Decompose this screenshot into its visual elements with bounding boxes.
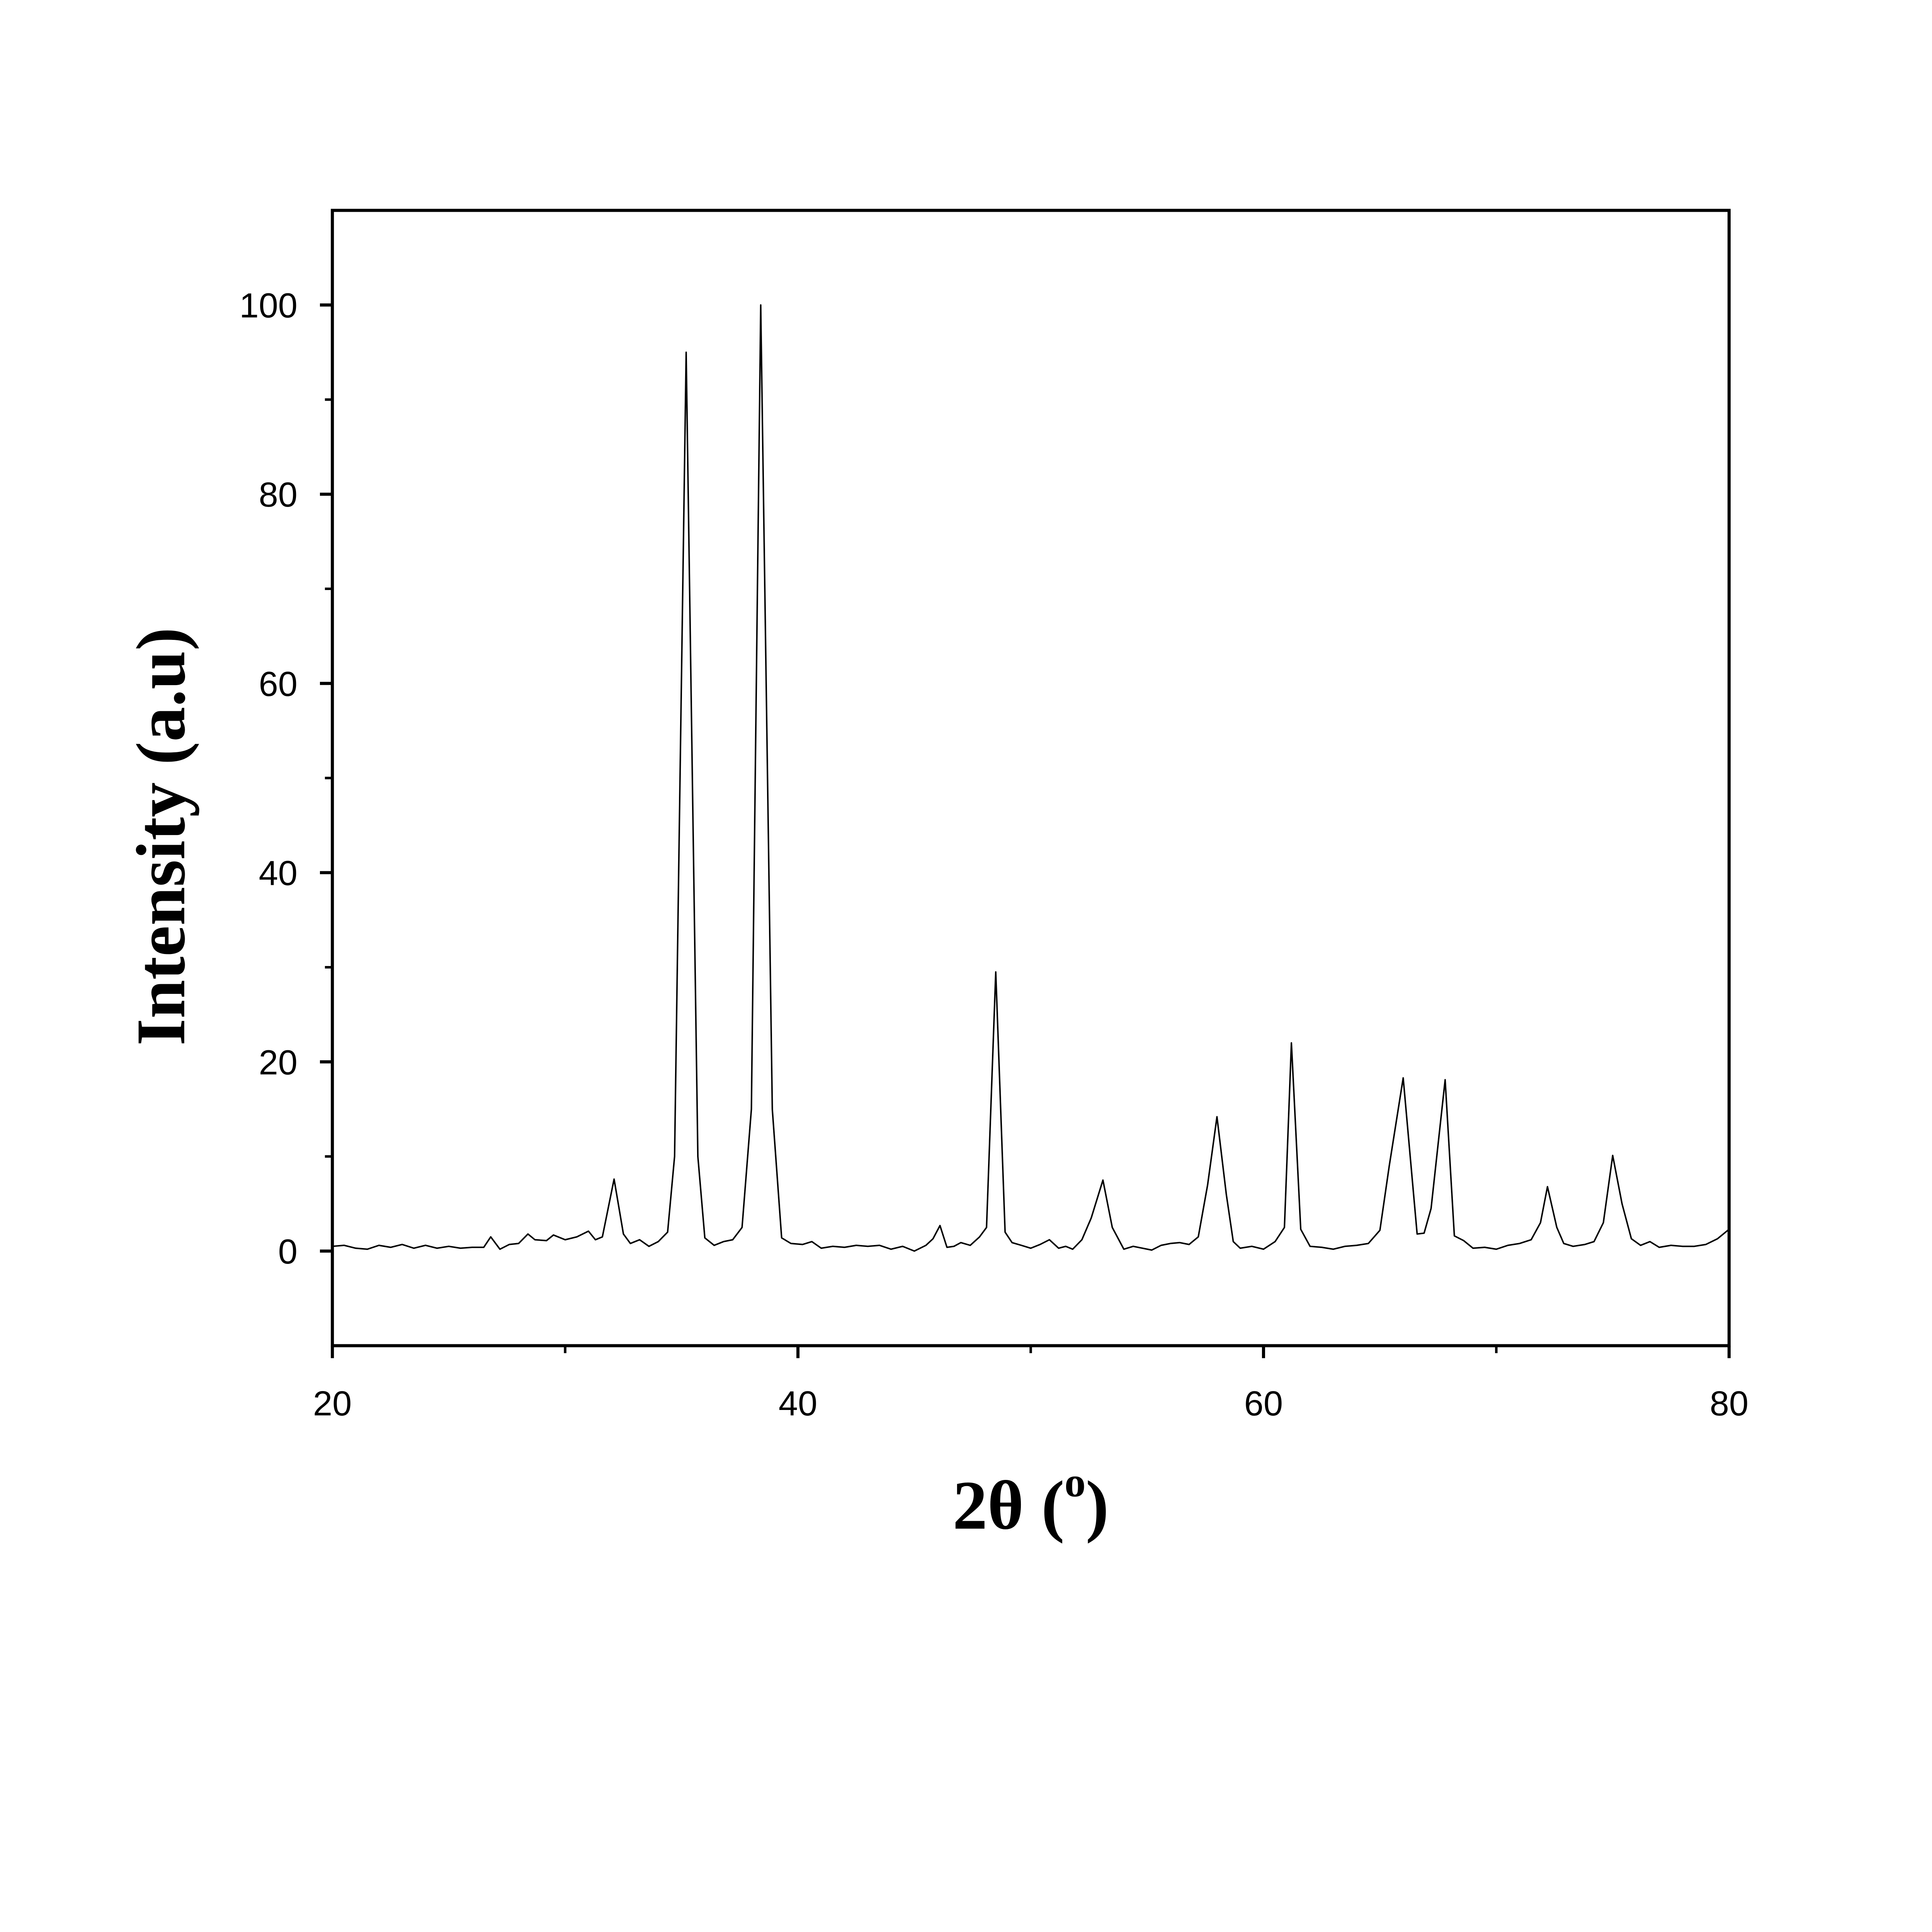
y-tick-label: 60 xyxy=(259,665,298,704)
y-tick-label: 40 xyxy=(259,854,298,893)
x-tick-label: 60 xyxy=(1244,1384,1283,1423)
y-axis-title: Intensity (a.u) xyxy=(122,628,200,1046)
y-tick-label: 100 xyxy=(239,286,297,325)
x-axis-title-degree: o xyxy=(1065,1458,1086,1505)
plot-frame xyxy=(331,209,1731,1347)
xrd-chart: 20 40 60 80 0 20 40 60 80 100 2θ (o) Intensity (a… xyxy=(122,209,1748,1544)
x-axis-title-close: ) xyxy=(1086,1467,1109,1544)
series-line xyxy=(332,304,1730,1252)
x-tick-label: 20 xyxy=(313,1384,352,1423)
x-axis-title-main: 2θ ( xyxy=(952,1467,1065,1544)
axis-ticks: 20 40 60 80 0 20 40 60 80 100 xyxy=(239,286,1748,1423)
x-tick-label: 40 xyxy=(779,1384,817,1423)
y-tick-label: 80 xyxy=(259,475,298,514)
y-tick-label: 0 xyxy=(278,1232,298,1271)
x-tick-label: 80 xyxy=(1710,1384,1748,1423)
x-axis-title: 2θ (o) xyxy=(952,1458,1109,1544)
y-tick-label: 20 xyxy=(259,1043,298,1082)
